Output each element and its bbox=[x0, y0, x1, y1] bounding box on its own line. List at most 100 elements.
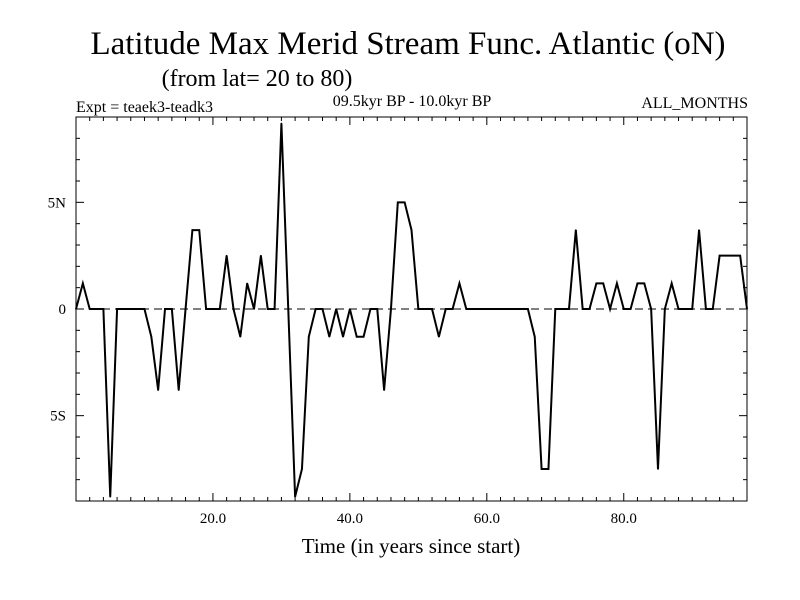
data-point bbox=[390, 308, 392, 310]
data-point bbox=[246, 282, 248, 285]
x-tick-label: 40.0 bbox=[337, 511, 363, 527]
data-point bbox=[102, 308, 105, 310]
data-point bbox=[657, 468, 659, 470]
x-tick-label: 60.0 bbox=[474, 511, 500, 527]
data-point bbox=[595, 282, 598, 285]
data-point bbox=[513, 308, 516, 310]
data-point bbox=[609, 308, 611, 310]
data-point bbox=[568, 308, 570, 310]
data-point bbox=[129, 308, 132, 310]
data-point bbox=[355, 335, 358, 338]
months-label: ALL_MONTHS bbox=[641, 95, 748, 112]
y-tick-labels: 5N 0 5S bbox=[48, 195, 67, 424]
data-point bbox=[82, 282, 84, 285]
data-point bbox=[328, 335, 331, 338]
data-point bbox=[184, 308, 187, 310]
data-point bbox=[75, 308, 77, 310]
data-point bbox=[164, 308, 166, 310]
data-point bbox=[88, 308, 91, 310]
data-point bbox=[410, 229, 413, 231]
expt-label: Expt = teaek3-teadk3 bbox=[76, 99, 213, 116]
data-point bbox=[718, 254, 721, 257]
data-point bbox=[287, 308, 290, 310]
data-point bbox=[335, 308, 337, 310]
data-point bbox=[616, 282, 618, 285]
data-point bbox=[314, 308, 317, 310]
data-point bbox=[561, 308, 563, 310]
data-point bbox=[725, 254, 728, 257]
data-point bbox=[705, 308, 707, 310]
data-point bbox=[677, 308, 680, 310]
data-point bbox=[150, 335, 153, 338]
data-point bbox=[629, 308, 632, 310]
period-label: 09.5kyr BP - 10.0kyr BP bbox=[333, 93, 492, 110]
data-point bbox=[472, 308, 474, 310]
series-line bbox=[75, 123, 748, 497]
data-point bbox=[321, 308, 324, 310]
chart-title: Latitude Max Merid Stream Func. Atlantic… bbox=[90, 26, 725, 62]
data-point bbox=[239, 335, 242, 338]
data-point bbox=[136, 308, 139, 310]
x-tick-label: 20.0 bbox=[200, 511, 226, 527]
axis-ticks bbox=[76, 117, 747, 501]
data-point bbox=[520, 308, 522, 310]
data-point bbox=[225, 254, 228, 257]
data-point bbox=[739, 254, 741, 257]
data-point bbox=[670, 282, 673, 285]
data-point bbox=[403, 201, 406, 204]
data-point bbox=[492, 308, 495, 310]
data-point bbox=[212, 308, 214, 310]
data-point bbox=[602, 282, 605, 285]
plot-frame bbox=[75, 116, 748, 502]
data-point bbox=[349, 308, 351, 310]
data-point bbox=[177, 389, 180, 391]
data-point bbox=[376, 308, 379, 310]
y-tick-label: 5S bbox=[50, 409, 66, 425]
x-tick-label: 80.0 bbox=[611, 511, 637, 527]
y-tick-label: 0 bbox=[59, 302, 67, 318]
y-tick-label: 5N bbox=[48, 195, 67, 211]
data-point bbox=[698, 229, 700, 231]
data-point bbox=[458, 282, 461, 285]
data-point bbox=[109, 495, 112, 498]
data-point bbox=[533, 335, 536, 338]
data-point bbox=[451, 308, 454, 310]
data-point bbox=[294, 495, 296, 498]
data-point bbox=[307, 335, 310, 338]
data-point bbox=[527, 308, 529, 310]
data-point bbox=[171, 308, 173, 310]
data-point bbox=[636, 282, 639, 285]
data-point bbox=[218, 308, 221, 310]
data-point bbox=[143, 308, 146, 310]
data-point bbox=[588, 308, 591, 310]
data-point bbox=[581, 308, 584, 310]
data-point bbox=[547, 468, 550, 470]
data-point bbox=[266, 308, 269, 310]
data-point bbox=[684, 308, 687, 310]
data-points bbox=[75, 122, 748, 498]
data-point bbox=[417, 308, 420, 310]
data-point bbox=[486, 308, 488, 310]
data-point bbox=[431, 308, 433, 310]
x-axis-label: Time (in years since start) bbox=[302, 534, 521, 558]
data-point bbox=[301, 468, 303, 470]
data-point bbox=[438, 335, 440, 338]
data-point bbox=[622, 308, 625, 310]
data-point bbox=[643, 282, 646, 285]
data-point bbox=[746, 308, 748, 310]
data-point bbox=[397, 201, 399, 204]
data-point bbox=[554, 308, 557, 310]
data-point bbox=[205, 308, 207, 310]
data-point bbox=[383, 389, 385, 391]
data-point bbox=[273, 308, 276, 310]
data-point bbox=[691, 308, 694, 310]
data-point bbox=[198, 229, 201, 231]
data-point bbox=[711, 308, 714, 310]
x-tick-labels: 20.0 40.0 60.0 80.0 bbox=[200, 511, 637, 527]
data-point bbox=[342, 335, 344, 338]
data-point bbox=[369, 308, 372, 310]
data-point bbox=[465, 308, 468, 310]
data-point bbox=[191, 229, 194, 231]
data-point bbox=[116, 308, 118, 310]
